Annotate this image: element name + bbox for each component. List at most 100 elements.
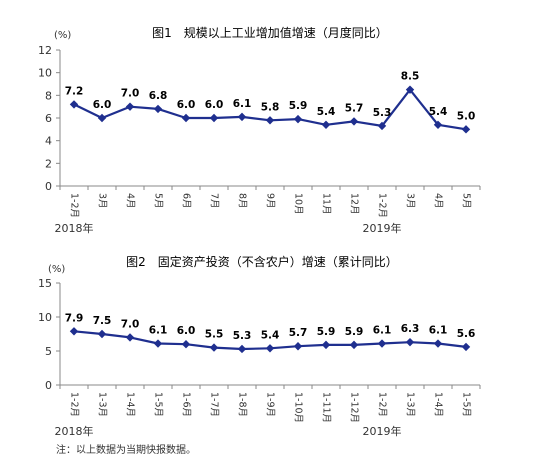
chart1-data-label: 7.2 <box>65 85 84 97</box>
chart2-x-tick-label: 1-3月 <box>405 392 416 417</box>
chart2-x-tick-label: 1-2月 <box>69 392 80 417</box>
chart1-x-tick-label: 11月 <box>321 193 332 215</box>
chart1-unit-label: (%) <box>54 30 71 41</box>
chart2-data-point <box>461 342 471 352</box>
chart1-year-label: 2019年 <box>363 221 402 235</box>
chart1-data-point <box>265 116 275 125</box>
chart2-title: 图2 固定资产投资（不含农户）增速（累计同比） <box>126 254 398 269</box>
chart1-data-label: 5.8 <box>261 101 280 113</box>
chart1-x-tick-label: 5月 <box>153 193 164 209</box>
chart1-data-point <box>69 100 79 109</box>
chart2-data-point <box>405 337 415 347</box>
chart2-x-tick-label: 1-9月 <box>265 392 276 417</box>
chart2-data-label: 5.5 <box>205 329 224 341</box>
chart1-x-tick-label: 3月 <box>405 193 416 209</box>
chart1-x-tick-label: 1-2月 <box>377 193 388 218</box>
chart2-year-label: 2019年 <box>363 424 402 438</box>
chart2-data-label: 5.7 <box>289 327 308 339</box>
chart1-year-label: 2018年 <box>55 221 94 235</box>
chart2-data-point <box>125 333 135 342</box>
chart2-x-tick-label: 1-7月 <box>209 392 220 417</box>
chart2-data-point <box>153 339 163 348</box>
chart1-data-point <box>181 113 191 123</box>
chart1-data-point <box>97 113 107 123</box>
chart2-y-tick-label: 15 <box>38 277 52 290</box>
chart2-data-point <box>433 339 443 348</box>
chart2-data-label: 5.6 <box>457 328 476 340</box>
chart2-data-label: 6.1 <box>149 325 168 337</box>
chart2-data-label: 7.5 <box>93 315 112 327</box>
chart2-x-tick-label: 1-3月 <box>97 392 108 417</box>
chart2-x-tick-label: 1-2月 <box>377 392 388 417</box>
chart1-y-tick-label: 2 <box>45 157 52 170</box>
chart1-x-tick-label: 4月 <box>125 193 136 209</box>
chart2-data-point <box>97 329 107 339</box>
chart2-data-point <box>69 327 79 336</box>
chart1-x-tick-label: 6月 <box>181 193 192 209</box>
chart1-data-label: 5.4 <box>317 106 336 118</box>
chart1-x-tick-label: 3月 <box>97 193 108 209</box>
chart2-data-point <box>209 343 219 352</box>
chart2-data-label: 6.1 <box>429 325 448 337</box>
chart1-data-point <box>349 117 359 126</box>
chart1-data-point <box>377 121 387 131</box>
chart1-y-tick-label: 8 <box>45 89 52 102</box>
chart2-data-label: 6.1 <box>373 325 392 337</box>
chart2-y-tick-label: 5 <box>45 345 52 358</box>
chart2-data-point <box>377 339 387 348</box>
chart2-data-label: 6.3 <box>401 323 420 335</box>
chart1-data-point <box>461 125 471 134</box>
chart1-y-tick-label: 10 <box>38 67 52 80</box>
chart1-data-point <box>125 102 135 111</box>
chart2-x-tick-label: 1-10月 <box>293 392 304 423</box>
chart2-data-point <box>265 344 275 353</box>
chart1-x-tick-label: 12月 <box>349 193 360 215</box>
chart1-data-point <box>293 114 303 124</box>
chart1-x-tick-label: 9月 <box>265 193 276 209</box>
chart1-data-point <box>433 120 443 129</box>
chart1-data-label: 5.7 <box>345 102 364 114</box>
chart2-y-tick-label: 0 <box>45 379 52 392</box>
chart2-x-tick-label: 1-4月 <box>125 392 136 417</box>
chart1-data-point <box>237 112 247 122</box>
chart2-data-point <box>293 342 303 351</box>
chart2-data-point <box>349 340 359 350</box>
chart2-unit-label: (%) <box>48 264 65 275</box>
chart2-data-label: 6.0 <box>177 325 196 337</box>
chart1-title: 图1 规模以上工业增加值增速（月度同比） <box>152 25 388 40</box>
chart2-x-tick-label: 1-12月 <box>349 392 360 423</box>
chart1-x-tick-label: 10月 <box>293 193 304 215</box>
chart1-data-label: 5.3 <box>373 107 392 119</box>
chart2-data-point <box>181 340 191 349</box>
chart1-y-tick-label: 0 <box>45 180 52 193</box>
chart2-data-label: 5.9 <box>345 326 364 338</box>
chart2-data-label: 5.4 <box>261 329 280 341</box>
chart2-data-label: 5.9 <box>317 326 336 338</box>
chart2-year-label: 2018年 <box>55 424 94 438</box>
chart1-data-label: 6.0 <box>205 99 224 111</box>
chart1-data-label: 6.8 <box>149 90 168 102</box>
footnote: 注：以上数据为当期快报数据。 <box>56 445 196 456</box>
chart1-data-point <box>209 113 219 123</box>
chart2-data-label: 5.3 <box>233 330 252 342</box>
chart1-data-label: 6.1 <box>233 98 252 110</box>
chart1-data-point <box>405 85 415 94</box>
chart1-x-tick-label: 8月 <box>237 193 248 209</box>
chart1-data-point <box>321 120 331 129</box>
chart2-x-tick-label: 1-4月 <box>433 392 444 417</box>
chart1-data-label: 6.0 <box>177 99 196 111</box>
chart1-x-tick-label: 1-2月 <box>69 193 80 218</box>
chart2-data-label: 7.9 <box>65 312 84 324</box>
chart1-x-tick-label: 4月 <box>433 193 444 209</box>
chart2-data-point <box>321 340 331 350</box>
chart1-data-label: 6.0 <box>93 99 112 111</box>
chart2-y-tick-label: 10 <box>38 311 52 324</box>
chart1-data-label: 5.4 <box>429 106 448 118</box>
chart2-data-point <box>237 344 247 354</box>
chart1-y-tick-label: 4 <box>45 135 52 148</box>
chart1-y-tick-label: 12 <box>38 44 52 57</box>
chart1-data-point <box>153 104 163 114</box>
chart2-x-tick-label: 1-5月 <box>153 392 164 417</box>
chart1-data-label: 7.0 <box>121 88 140 100</box>
